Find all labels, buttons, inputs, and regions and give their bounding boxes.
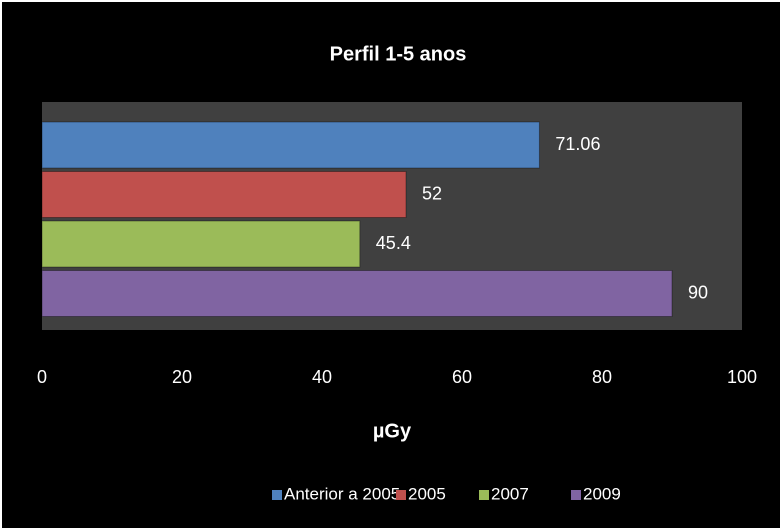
legend-marker <box>571 490 581 500</box>
legend-marker <box>479 490 489 500</box>
data-label: 52 <box>422 183 442 203</box>
x-tick-label: 40 <box>312 367 332 387</box>
data-label: 71.06 <box>555 134 600 154</box>
legend-label: 2005 <box>408 484 446 503</box>
data-label: 45.4 <box>376 233 411 253</box>
bar <box>41 220 361 268</box>
legend-marker <box>396 490 406 500</box>
x-axis-label: µGy <box>373 420 412 442</box>
bar <box>41 121 540 169</box>
legend-label: 2009 <box>583 484 621 503</box>
legend-marker <box>272 490 282 500</box>
x-tick-label: 60 <box>452 367 472 387</box>
x-tick-label: 0 <box>37 367 47 387</box>
x-tick-label: 20 <box>172 367 192 387</box>
chart-title: Perfil 1-5 anos <box>330 43 467 65</box>
x-tick-label: 80 <box>592 367 612 387</box>
bar <box>41 171 407 218</box>
bar <box>41 270 673 317</box>
legend-label: 2007 <box>491 484 529 503</box>
x-tick-label: 100 <box>727 367 757 387</box>
data-label: 90 <box>688 282 708 302</box>
legend-label: Anterior a 2005 <box>284 484 400 503</box>
